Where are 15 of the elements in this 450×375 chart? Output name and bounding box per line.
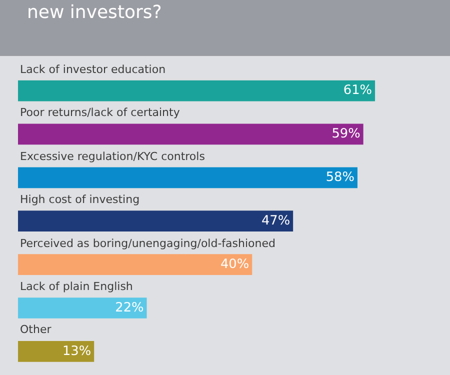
y-tick-label: Poor returns/lack of certainty bbox=[20, 106, 180, 119]
chart-title: new investors? bbox=[27, 2, 162, 24]
data-label: 47% bbox=[261, 214, 290, 229]
y-tick-label: Perceived as boring/unengaging/old-fashioned bbox=[20, 237, 276, 250]
data-label: 59% bbox=[332, 126, 360, 142]
y-tick-label: Other bbox=[20, 323, 52, 336]
data-label: 40% bbox=[220, 257, 250, 272]
data-label: 13% bbox=[62, 344, 92, 359]
y-tick-label: Excessive regulation/KYC controls bbox=[20, 150, 206, 163]
y-tick-label: Lack of plain English bbox=[20, 280, 133, 293]
data-label: 61% bbox=[343, 83, 372, 98]
data-label: 22% bbox=[115, 300, 144, 316]
y-tick-label: High cost of investing bbox=[20, 193, 140, 206]
data-label: 58% bbox=[326, 170, 354, 186]
y-tick-label: Lack of investor education bbox=[20, 63, 166, 76]
